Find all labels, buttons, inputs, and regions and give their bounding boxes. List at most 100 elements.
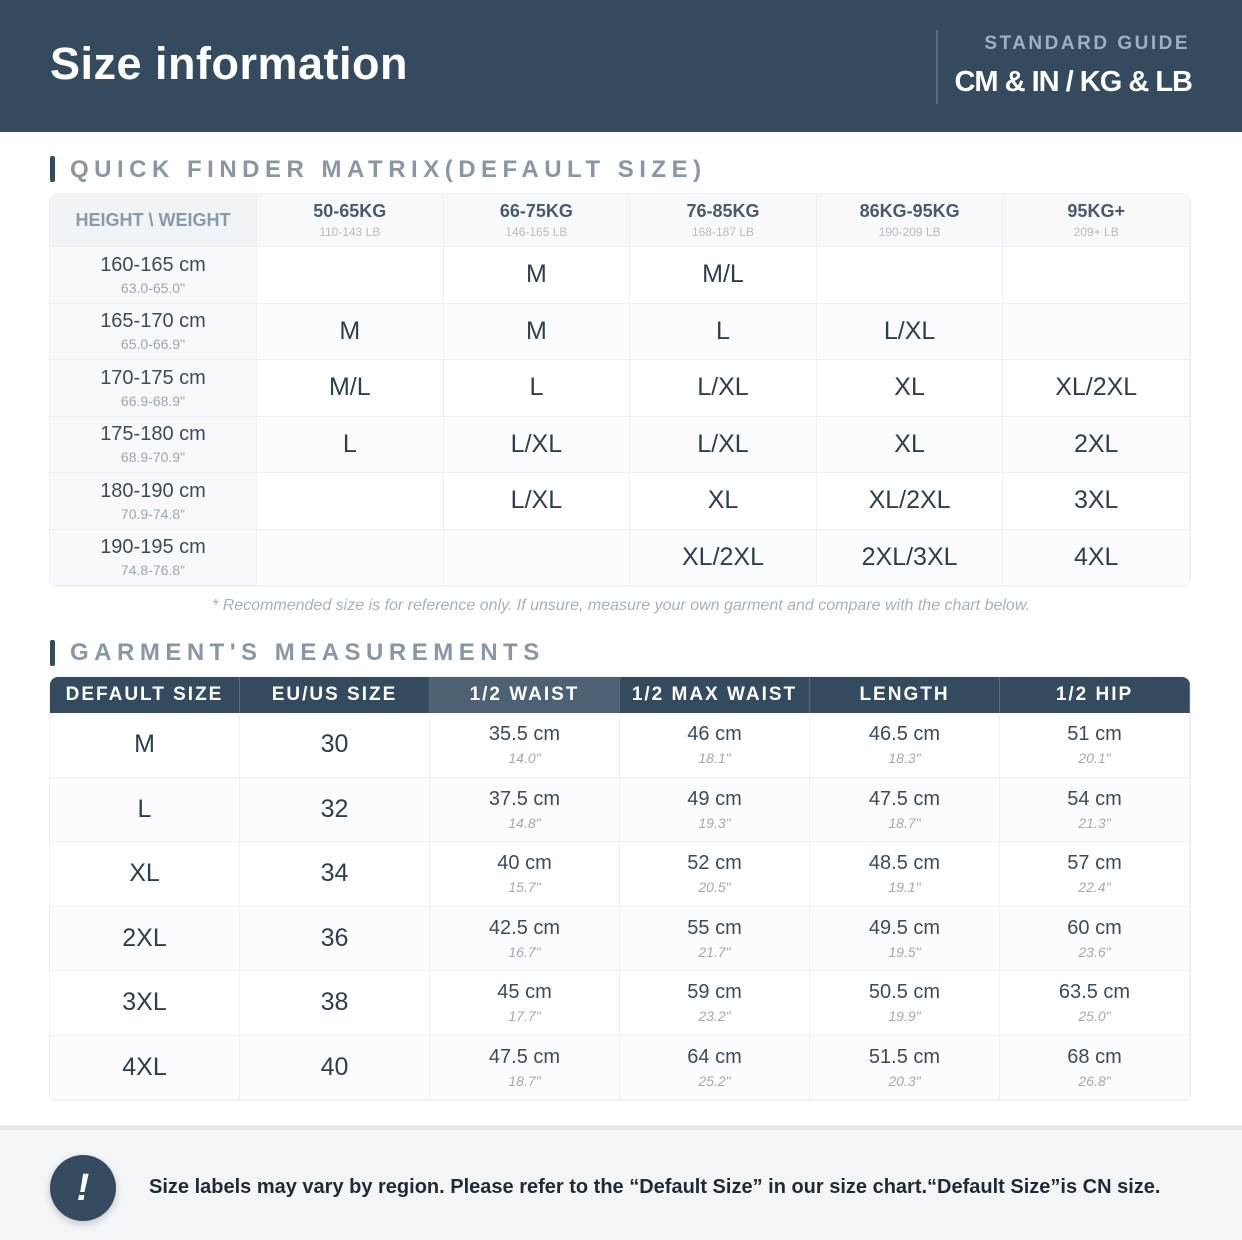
measure-cell: 52 cm 20.5" — [620, 842, 810, 907]
weight-lb: 209+ LB — [1073, 225, 1119, 239]
weight-header: 50-65KG 110-143 LB — [257, 194, 444, 247]
measure-cell: 35.5 cm 14.0" — [430, 713, 620, 778]
matrix-note: * Recommended size is for reference only… — [212, 597, 1030, 614]
weight-header: 86KG-95KG 190-209 LB — [816, 194, 1004, 247]
section-bar — [50, 640, 55, 666]
size-cell: L — [257, 416, 444, 473]
measure-cell: 42.5 cm 16.7" — [430, 906, 620, 971]
size-cell — [1003, 247, 1190, 304]
table-header: 1/2 HIP — [1000, 677, 1190, 713]
size-cell — [257, 529, 444, 586]
section-title: GARMENT'S MEASUREMENTS — [70, 639, 545, 666]
size-cell: XL/2XL — [630, 529, 817, 586]
measure-cm: 68 cm — [1067, 1045, 1122, 1068]
measure-cell: 46 cm 18.1" — [620, 713, 810, 778]
default-size: 3XL — [50, 971, 240, 1036]
weight-header: 66-75KG 146-165 LB — [443, 194, 631, 247]
weight-kg: 50-65KG — [313, 201, 387, 221]
height-header: 160-165 cm 63.0-65.0" — [50, 247, 257, 304]
measure-cell: 51.5 cm 20.3" — [810, 1035, 1000, 1100]
eu-size: 40 — [240, 1035, 430, 1100]
measure-in: 21.3" — [1078, 814, 1111, 831]
table-header: 1/2 MAX WAIST — [620, 677, 810, 713]
height-in: 66.9-68.9" — [120, 392, 186, 409]
size-cell: M — [443, 303, 631, 360]
measure-in: 20.1" — [1078, 750, 1111, 767]
default-size: L — [50, 777, 240, 842]
size-cell: XL — [816, 360, 1004, 417]
size-cell: XL — [630, 473, 817, 530]
measure-in: 23.2" — [698, 1008, 731, 1025]
measure-in: 14.8" — [508, 814, 541, 831]
height-header: 165-170 cm 65.0-66.9" — [50, 303, 257, 360]
measure-in: 18.3" — [888, 750, 921, 767]
measure-in: 19.3" — [698, 814, 731, 831]
size-cell — [816, 247, 1004, 304]
default-size: 2XL — [50, 906, 240, 971]
measure-in: 18.7" — [888, 814, 921, 831]
size-cell — [257, 473, 444, 530]
weight-kg: 76-85KG — [686, 201, 760, 221]
size-cell: L — [443, 360, 631, 417]
measure-in: 21.7" — [698, 943, 731, 960]
measure-cm: 60 cm — [1067, 916, 1122, 939]
height-cm: 175-180 cm — [100, 423, 206, 446]
weight-kg: 95KG+ — [1067, 201, 1125, 221]
measure-in: 18.1" — [698, 750, 731, 767]
eu-size: 38 — [240, 971, 430, 1036]
section-bar — [50, 156, 55, 182]
weight-lb: 110-143 LB — [319, 225, 381, 239]
table-header: LENGTH — [810, 677, 1000, 713]
measure-in: 23.6" — [1078, 943, 1111, 960]
measure-in: 19.9" — [888, 1008, 921, 1025]
size-cell — [443, 529, 631, 586]
measure-cell: 63.5 cm 25.0" — [1000, 971, 1190, 1036]
weight-header: 95KG+ 209+ LB — [1003, 194, 1190, 247]
height-in: 74.8-76.8" — [120, 562, 186, 579]
measure-cm: 45 cm — [497, 981, 552, 1004]
height-header: 175-180 cm 68.9-70.9" — [50, 416, 257, 473]
measure-cm: 46.5 cm — [868, 723, 941, 746]
measure-in: 22.4" — [1078, 879, 1111, 896]
header-units: CM & IN / KG & LB — [954, 66, 1193, 98]
measure-in: 17.7" — [508, 1008, 541, 1025]
height-cm: 190-195 cm — [100, 536, 206, 559]
height-in: 68.9-70.9" — [120, 449, 186, 466]
size-cell: L/XL — [443, 473, 631, 530]
height-cm: 180-190 cm — [100, 479, 206, 502]
table-header: DEFAULT SIZE — [50, 677, 240, 713]
size-cell: 2XL — [1003, 416, 1190, 473]
height-in: 63.0-65.0" — [120, 279, 186, 296]
header-eyebrow: STANDARD GUIDE — [984, 33, 1190, 54]
header-bar — [0, 0, 1242, 132]
measure-cell: 64 cm 25.2" — [620, 1035, 810, 1100]
measure-cell: 60 cm 23.6" — [1000, 906, 1190, 971]
measure-in: 18.7" — [508, 1072, 541, 1089]
height-in: 65.0-66.9" — [120, 336, 186, 353]
measure-cm: 35.5 cm — [488, 723, 561, 746]
measure-cm: 50.5 cm — [868, 981, 941, 1004]
measure-in: 19.1" — [888, 879, 921, 896]
table-header: EU/US SIZE — [240, 677, 430, 713]
measure-in: 26.8" — [1078, 1072, 1111, 1089]
size-cell: L/XL — [816, 303, 1004, 360]
info-icon: ! — [50, 1155, 116, 1221]
measure-cell: 49.5 cm 19.5" — [810, 906, 1000, 971]
table-header: 1/2 WAIST — [430, 677, 620, 713]
weight-lb: 146-165 LB — [505, 225, 568, 239]
size-matrix: HEIGHT \ WEIGHT 50-65KG 110-143 LB 66-75KG 1… — [50, 194, 1190, 586]
measure-in: 25.0" — [1078, 1008, 1111, 1025]
size-cell: M — [443, 247, 631, 304]
height-header: 170-175 cm 66.9-68.9" — [50, 360, 257, 417]
measure-cm: 40 cm — [497, 852, 552, 875]
size-cell: 4XL — [1003, 529, 1190, 586]
measure-cell: 59 cm 23.2" — [620, 971, 810, 1036]
footer-text: Size labels may vary by region. Please r… — [149, 1176, 1161, 1198]
footer-bar — [0, 1125, 1242, 1240]
measure-cm: 51.5 cm — [868, 1045, 941, 1068]
measure-cell: 55 cm 21.7" — [620, 906, 810, 971]
eu-size: 34 — [240, 842, 430, 907]
measure-cm: 47.5 cm — [488, 1045, 561, 1068]
size-cell: XL/2XL — [816, 473, 1004, 530]
